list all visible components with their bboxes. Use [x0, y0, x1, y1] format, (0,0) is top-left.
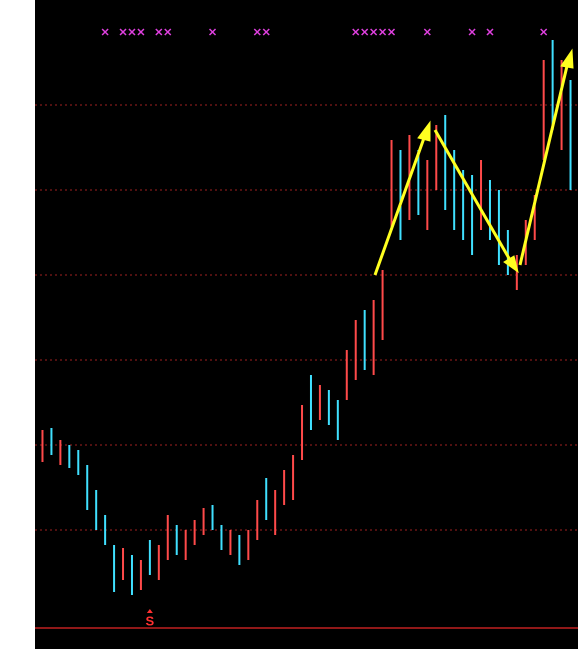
bar — [327, 390, 330, 425]
signal-marker — [208, 28, 217, 36]
bar — [148, 540, 151, 575]
arrow-head — [560, 48, 574, 69]
signal-marker — [468, 28, 476, 36]
bar — [122, 548, 125, 580]
signal-marker — [361, 28, 369, 36]
bar — [247, 530, 250, 560]
bar — [435, 125, 438, 190]
annotation-arrow — [146, 609, 153, 613]
bar — [41, 430, 44, 462]
bar — [381, 270, 384, 340]
bar — [399, 150, 402, 240]
bar — [480, 160, 483, 230]
bar — [59, 440, 62, 465]
chart-pane — [35, 0, 578, 649]
bar — [462, 170, 465, 240]
bar — [130, 555, 133, 595]
bar — [363, 310, 366, 370]
signal-marker — [540, 28, 548, 36]
arrow — [518, 65, 569, 266]
bar — [372, 300, 375, 375]
bar — [444, 115, 447, 210]
annotation-label: S — [146, 613, 155, 628]
bar — [515, 255, 518, 290]
bar — [157, 545, 160, 580]
signal-marker — [387, 28, 396, 36]
bar — [533, 195, 536, 240]
bar — [417, 150, 420, 215]
bar — [497, 190, 500, 265]
bar — [68, 445, 71, 468]
bar — [113, 545, 116, 592]
signal-marker — [370, 28, 378, 36]
bar — [336, 400, 339, 440]
bar — [104, 515, 107, 545]
bar — [506, 230, 509, 275]
bar — [193, 520, 196, 545]
bar — [560, 60, 563, 150]
bar — [309, 375, 312, 430]
bar — [184, 530, 187, 560]
signal-marker — [137, 28, 145, 36]
bar — [569, 80, 572, 190]
bar — [283, 470, 286, 505]
bar — [139, 560, 142, 590]
left-strip — [0, 0, 35, 649]
bar — [50, 428, 53, 455]
bar — [345, 350, 348, 400]
bar — [220, 525, 223, 550]
bar — [202, 508, 205, 535]
bar — [354, 320, 357, 380]
bar — [211, 505, 214, 530]
signal-marker — [486, 28, 494, 36]
bar — [471, 175, 474, 255]
bar — [551, 40, 554, 130]
bar — [95, 490, 98, 530]
bar — [274, 490, 277, 535]
signal-marker — [253, 28, 261, 36]
signal-marker — [128, 28, 136, 36]
bar — [77, 450, 80, 475]
arrow-head — [503, 255, 519, 274]
signal-marker — [262, 28, 270, 36]
marks: S — [35, 28, 578, 629]
bar — [390, 140, 393, 230]
bar — [238, 535, 241, 565]
signal-marker — [155, 28, 163, 36]
bar — [292, 455, 295, 500]
bar — [488, 180, 491, 240]
arrow — [373, 137, 426, 276]
bar — [453, 150, 456, 230]
arrow — [433, 129, 512, 261]
signal-marker — [423, 28, 431, 36]
trend-arrows — [373, 48, 574, 276]
bar — [265, 478, 268, 520]
signal-marker — [101, 28, 109, 36]
bar — [301, 405, 304, 460]
bar — [542, 60, 545, 160]
bar — [256, 500, 259, 540]
bar — [166, 515, 169, 560]
signal-marker — [164, 28, 172, 36]
bar — [426, 160, 429, 230]
signal-marker — [379, 28, 387, 36]
signal-marker — [119, 28, 127, 36]
signal-marker — [352, 28, 360, 36]
bar — [86, 465, 89, 510]
bar — [175, 525, 178, 555]
arrow-head — [417, 120, 431, 142]
bar — [318, 385, 321, 420]
bar — [229, 530, 232, 555]
